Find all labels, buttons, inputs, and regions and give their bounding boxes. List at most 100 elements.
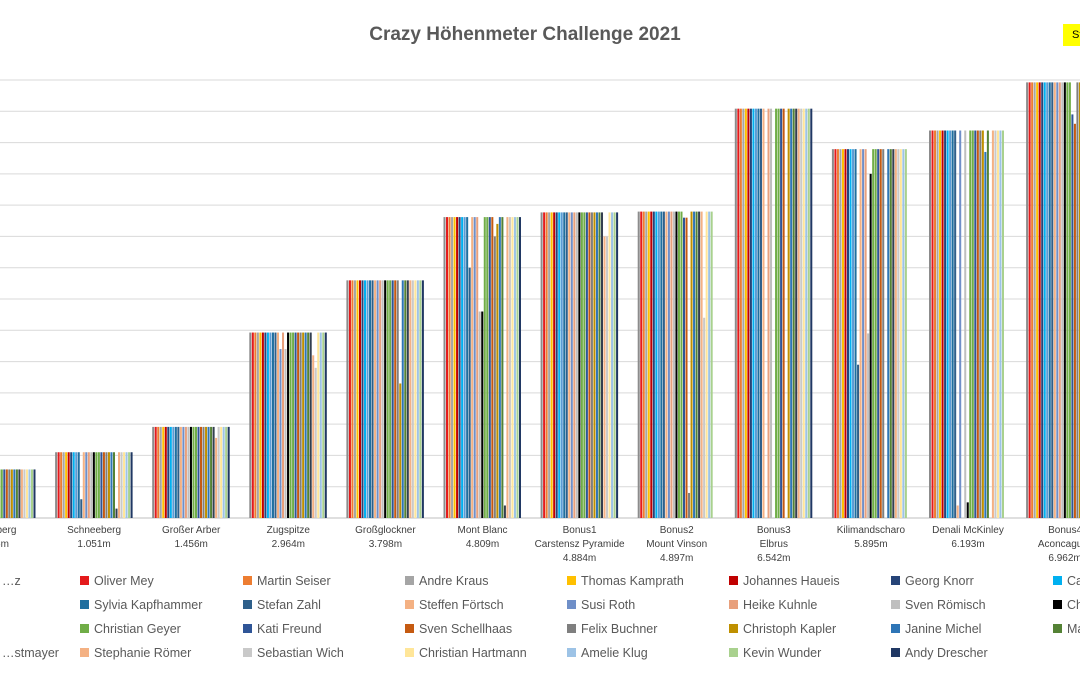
- bar: [585, 212, 588, 518]
- bar: [374, 280, 377, 518]
- bar: [708, 211, 711, 518]
- bar: [128, 452, 131, 518]
- category-label-line: 6.962m: [1048, 553, 1080, 564]
- bar: [503, 505, 506, 518]
- bar: [399, 383, 402, 518]
- bar: [416, 280, 419, 518]
- legend-swatch: [729, 600, 738, 609]
- bar: [501, 217, 504, 518]
- bar: [279, 349, 282, 518]
- bar: [944, 130, 947, 518]
- bar: [747, 108, 750, 518]
- legend-item: Susi Roth: [567, 598, 635, 614]
- bar: [164, 426, 167, 518]
- bar: [991, 130, 994, 518]
- bar: [371, 280, 374, 518]
- bar: [491, 217, 494, 518]
- bar: [563, 212, 566, 518]
- bar: [346, 280, 349, 518]
- bar: [650, 211, 653, 518]
- bar: [1031, 82, 1034, 518]
- category-label: Großglockner 3.798m: [330, 524, 440, 552]
- bar: [394, 280, 397, 518]
- bar: [314, 367, 317, 518]
- legend-label: Kati Freund: [257, 622, 322, 636]
- bar: [611, 212, 614, 518]
- bar: [299, 332, 302, 518]
- legend-item: Martin Seiser: [243, 574, 331, 590]
- category-label-line: Kilimandscharo: [836, 525, 906, 536]
- bar: [882, 149, 885, 518]
- category-label-line: Zugspitze: [266, 525, 310, 536]
- bar: [608, 212, 611, 518]
- bar: [677, 211, 680, 518]
- category-label: Denali McKinley 6.193m: [913, 524, 1023, 552]
- bar: [877, 149, 880, 518]
- bar: [575, 212, 578, 518]
- bar: [558, 212, 561, 518]
- bar: [3, 469, 6, 518]
- category-label: Mont Blanc 4.809m: [428, 524, 538, 552]
- bar: [130, 452, 133, 518]
- bar: [640, 211, 643, 518]
- bar: [217, 426, 220, 518]
- bar: [157, 426, 160, 518]
- bar: [261, 332, 264, 518]
- bar: [889, 149, 892, 518]
- bar: [1078, 82, 1080, 518]
- category-label-line: 4.897m: [660, 553, 694, 564]
- legend-item: Oliver Mey: [80, 574, 154, 590]
- bar: [516, 217, 519, 518]
- bar: [312, 355, 315, 518]
- legend-swatch: [1053, 600, 1062, 609]
- legend-swatch: [80, 576, 89, 585]
- bar: [187, 426, 190, 518]
- bar: [665, 211, 668, 518]
- category-label-line: 1.456m: [174, 539, 208, 550]
- bar: [60, 452, 63, 518]
- bar: [220, 426, 223, 518]
- bar: [854, 149, 857, 518]
- bar: [672, 211, 675, 518]
- bar: [486, 217, 489, 518]
- category-label-line: Mount Vinson: [646, 539, 708, 550]
- bar: [322, 332, 325, 518]
- bar: [954, 130, 957, 518]
- bar: [210, 426, 213, 518]
- bar: [317, 332, 320, 518]
- bar: [770, 108, 773, 518]
- legend-label: Sven Schellhaas: [419, 622, 513, 636]
- category-label-line: Denali McKinley: [932, 525, 1004, 536]
- bar: [807, 108, 810, 518]
- bar: [483, 217, 486, 518]
- legend-label: Martin Seiser: [257, 574, 331, 588]
- bar: [1068, 82, 1071, 518]
- legend-item: Sylvia Kapfhammer: [80, 598, 202, 614]
- bar: [97, 452, 100, 518]
- bar: [971, 130, 974, 518]
- bar: [645, 211, 648, 518]
- category-label-line: 4.809m: [465, 539, 500, 550]
- legend-item: Christian Hartmann: [405, 646, 527, 662]
- bar: [105, 452, 108, 518]
- bar: [110, 452, 113, 518]
- bar: [859, 149, 862, 518]
- bar: [1071, 114, 1074, 518]
- legend-label: Christian Hartmann: [419, 646, 527, 660]
- category-label-line: 4.884m: [562, 553, 597, 564]
- bar: [396, 280, 399, 518]
- bar: [831, 149, 834, 518]
- bar: [1038, 82, 1041, 518]
- bar: [959, 130, 962, 518]
- bar: [179, 426, 182, 518]
- bar: [366, 280, 369, 518]
- legend-label: Stefan Zahl: [257, 598, 321, 612]
- bar: [662, 211, 665, 518]
- bar: [780, 108, 783, 518]
- legend-swatch: [405, 648, 414, 657]
- bar: [979, 130, 982, 518]
- legend-item: Amelie Klug: [567, 646, 648, 662]
- bar: [294, 332, 297, 518]
- bar: [376, 280, 379, 518]
- bar: [1043, 82, 1046, 518]
